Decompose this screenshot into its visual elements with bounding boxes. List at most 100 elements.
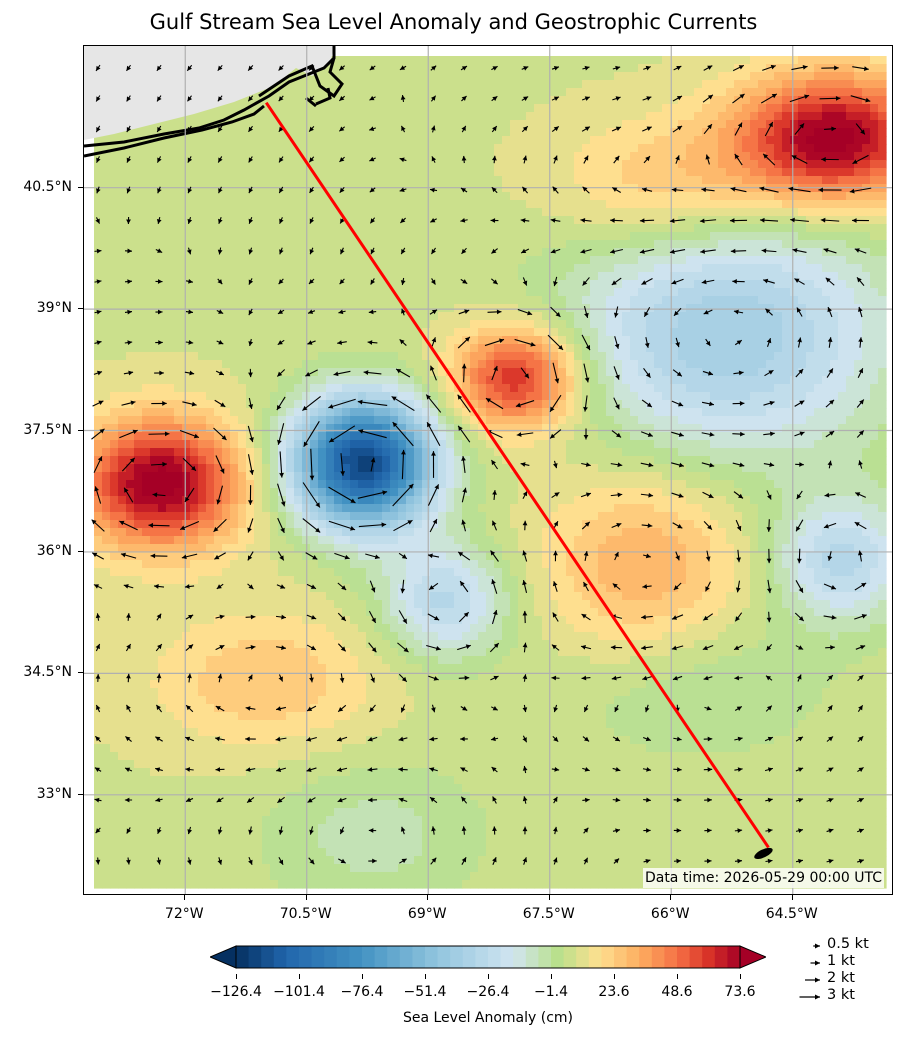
current-arrow — [522, 765, 528, 774]
current-arrow — [795, 519, 804, 532]
current-arrow — [762, 153, 776, 166]
current-arrow — [733, 370, 744, 376]
current-arrow — [369, 95, 376, 101]
current-arrow — [581, 675, 591, 681]
current-arrow — [520, 248, 530, 254]
current-arrow — [187, 216, 193, 225]
quiver-key-arrow — [810, 960, 820, 966]
current-arrow — [794, 400, 805, 407]
current-arrow — [430, 247, 437, 255]
current-arrow — [856, 859, 865, 864]
track-line — [265, 101, 770, 849]
current-arrow — [764, 369, 774, 377]
current-arrow — [552, 857, 558, 865]
current-arrow — [735, 519, 742, 532]
current-arrow — [522, 796, 528, 804]
map-panel[interactable]: Data time: 2026-05-29 00:00 UTC — [83, 45, 893, 895]
current-arrow — [490, 218, 499, 223]
current-arrow — [94, 735, 102, 743]
current-arrow — [854, 521, 867, 530]
current-arrow — [549, 429, 562, 439]
current-arrow — [704, 828, 712, 833]
colorbar-tick-mark — [740, 974, 741, 979]
current-arrow — [187, 95, 193, 102]
current-arrow — [611, 187, 622, 193]
colorbar-bin — [525, 946, 539, 968]
current-arrow — [581, 613, 591, 621]
current-arrow — [426, 645, 441, 651]
current-arrow — [552, 581, 558, 592]
colorbar-bin — [425, 946, 439, 968]
current-arrow — [610, 462, 623, 468]
colorbar-bin — [563, 946, 577, 968]
current-arrow — [95, 217, 101, 224]
current-arrow — [276, 369, 286, 377]
colorbar-bin — [248, 946, 262, 968]
current-arrow — [279, 247, 284, 255]
current-arrow — [400, 826, 406, 835]
current-arrow — [337, 340, 347, 345]
current-arrow — [612, 65, 621, 71]
current-arrow — [827, 704, 833, 713]
current-arrow — [124, 248, 133, 254]
current-arrow — [95, 613, 101, 621]
island-bermuda — [754, 847, 773, 859]
current-arrow — [187, 186, 193, 194]
current-arrow — [550, 248, 561, 254]
current-arrow — [427, 613, 440, 621]
current-arrow — [95, 95, 101, 102]
current-arrow — [126, 216, 131, 225]
current-arrow — [119, 429, 138, 439]
current-arrow — [398, 797, 408, 803]
current-arrow — [91, 428, 105, 440]
colorbar-title: Sea Level Anomaly (cm) — [402, 1010, 574, 1026]
colorbar-bin — [588, 946, 602, 968]
current-arrow — [763, 462, 775, 467]
current-arrow — [581, 521, 591, 530]
current-arrow — [121, 400, 136, 406]
current-arrow — [185, 704, 194, 713]
current-arrow — [181, 553, 198, 560]
current-arrow — [248, 247, 254, 255]
current-arrow — [672, 125, 683, 133]
current-arrow — [522, 642, 528, 653]
current-arrow — [642, 96, 652, 101]
current-arrow — [306, 767, 317, 772]
current-arrow — [308, 95, 315, 102]
current-arrow — [461, 487, 467, 503]
current-arrow — [399, 65, 407, 71]
current-arrow — [302, 518, 321, 533]
current-arrow — [156, 857, 162, 865]
colorbar-tick-mark — [236, 974, 237, 979]
current-arrow — [156, 156, 162, 163]
current-arrow — [151, 401, 167, 406]
current-arrow — [583, 305, 589, 319]
current-arrow — [553, 704, 559, 713]
current-arrow — [461, 456, 466, 473]
current-arrow — [460, 278, 468, 285]
current-arrow — [826, 368, 834, 378]
current-arrow — [369, 704, 376, 713]
colorbar-bin — [727, 946, 741, 968]
current-arrow — [155, 797, 163, 803]
current-arrow — [461, 363, 467, 383]
current-arrow — [155, 340, 163, 345]
current-arrow — [278, 65, 284, 71]
current-arrow — [490, 459, 499, 470]
current-arrow — [552, 735, 559, 743]
current-arrow — [401, 449, 406, 480]
lon-tick-label: 69°W — [407, 906, 447, 922]
lon-tick-label: 67.5°W — [522, 906, 575, 922]
current-arrow — [124, 797, 133, 803]
current-arrow — [96, 186, 101, 194]
current-arrow — [184, 370, 195, 376]
current-arrow — [671, 431, 684, 437]
current-arrow — [643, 858, 651, 864]
colorbar-bin — [714, 946, 728, 968]
current-arrow — [428, 582, 439, 591]
current-arrow — [430, 125, 436, 133]
current-arrow — [215, 455, 225, 474]
current-arrow — [339, 278, 345, 285]
current-arrow — [729, 218, 748, 223]
colorbar-bin — [324, 946, 338, 968]
